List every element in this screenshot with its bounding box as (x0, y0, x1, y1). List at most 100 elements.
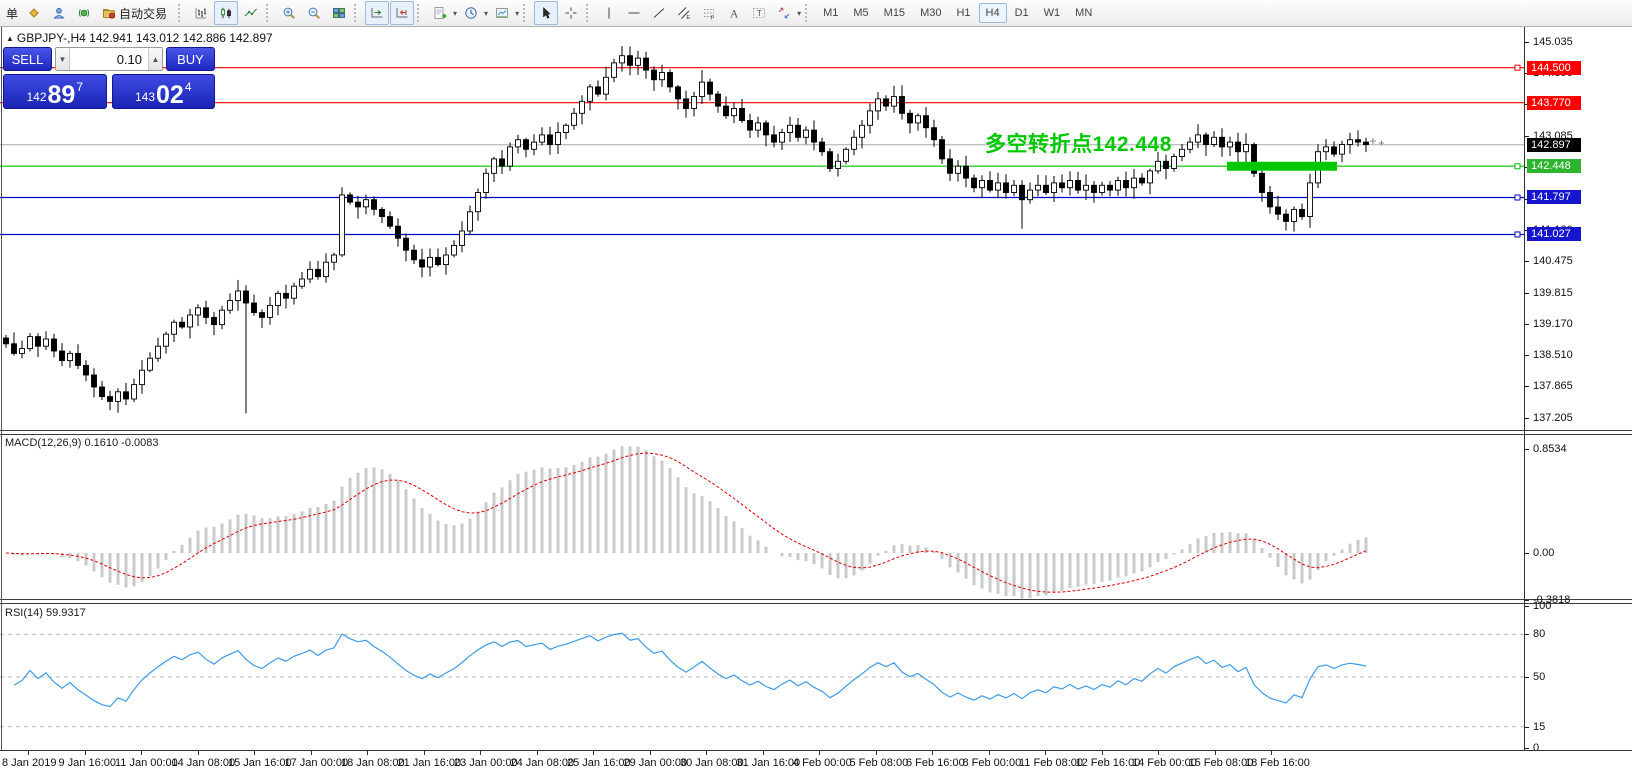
candle-body (611, 62, 617, 78)
price-axis[interactable]: 145.035144.390143.745143.085142.425141.7… (1524, 27, 1632, 773)
candle-body (1203, 134, 1209, 145)
support-highlight-bar[interactable] (1227, 161, 1337, 171)
time-axis[interactable]: 8 Jan 2019 9 Jan 16:00 11 Jan 00:00 14 Jan … (0, 750, 1632, 773)
toolbar-handle[interactable] (805, 4, 811, 22)
candlestick-chart-icon[interactable] (214, 1, 239, 25)
axis-tick (1524, 167, 1529, 169)
candle-body (83, 364, 89, 376)
order-book-icon[interactable] (22, 1, 46, 25)
line-chart-icon[interactable] (239, 1, 263, 25)
timeframe-button-h1[interactable]: H1 (956, 7, 971, 19)
zoom-out-icon[interactable] (302, 1, 326, 25)
toolbar-handle[interactable] (417, 4, 423, 22)
candle-body (315, 268, 321, 278)
sell-price-display[interactable]: 142 89 7 (3, 74, 107, 109)
time-tick (84, 751, 86, 755)
axis-tick (1524, 230, 1529, 231)
zoom-in-icon[interactable] (277, 1, 301, 25)
toolbar-handle[interactable] (354, 4, 360, 22)
level-endpoint-marker[interactable] (1514, 231, 1521, 238)
bar-chart-icon[interactable] (189, 1, 213, 25)
trend-line-tool-icon[interactable] (647, 1, 671, 25)
equidistant-channel-icon[interactable]: E (672, 1, 696, 25)
indicators-icon[interactable] (428, 1, 452, 25)
time-tick (28, 751, 29, 755)
volume-input[interactable]: 0.10 (116, 51, 142, 67)
crosshair-icon[interactable] (559, 1, 583, 25)
text-label-tool-icon[interactable]: T (747, 1, 771, 25)
cursor-icon[interactable] (534, 1, 559, 25)
candle-body (67, 352, 73, 362)
dropdown-arrow-icon[interactable]: ▾ (515, 8, 520, 18)
timeframe-button-m5[interactable]: M5 (853, 7, 869, 19)
candle-body (675, 86, 681, 100)
tile-windows-icon[interactable] (327, 1, 351, 25)
candle-body (1179, 148, 1185, 157)
timeframe-button-w1[interactable]: W1 (1043, 7, 1061, 19)
candle-body (123, 391, 129, 400)
level-endpoint-marker[interactable] (1514, 163, 1521, 170)
level-endpoint-marker[interactable] (1514, 194, 1521, 201)
candle-body (547, 134, 553, 145)
dropdown-arrow-icon[interactable]: ▾ (797, 8, 802, 18)
candlestick-chart[interactable] (0, 27, 1524, 430)
volume-increase-button[interactable]: ▲ (148, 48, 162, 70)
timeframe-button-m30[interactable]: M30 (920, 7, 942, 19)
horizontal-line-tool-icon[interactable] (622, 1, 646, 25)
periods-icon[interactable] (459, 1, 483, 25)
dropdown-arrow-icon[interactable]: ▾ (484, 8, 489, 18)
collapse-panel-icon[interactable]: ▲ (6, 34, 14, 43)
buy-button[interactable]: BUY (166, 47, 215, 71)
toolbar-handle[interactable] (266, 4, 272, 22)
candle-body (11, 343, 17, 354)
time-tick (1214, 751, 1216, 755)
candle-body (987, 180, 993, 191)
pane-separator[interactable] (0, 599, 1632, 604)
chart-shift-icon[interactable] (390, 1, 415, 25)
toolbar-handle[interactable] (523, 4, 529, 22)
time-label: 18 Feb 16:00 (1245, 757, 1310, 769)
candle-body (147, 357, 153, 371)
volume-decrease-button[interactable]: ▼ (56, 48, 70, 70)
timeframe-button-mn[interactable]: MN (1075, 7, 1093, 19)
time-label: 25 Jan 16:00 (567, 757, 631, 769)
timeframe-button-m1[interactable]: M1 (823, 7, 839, 19)
time-label: 11 Jan 00:00 (115, 757, 178, 769)
rsi-indicator-chart[interactable] (0, 603, 1524, 750)
sell-price-prefix: 142 (26, 90, 47, 104)
candle-body (195, 307, 201, 316)
text-tool-icon[interactable]: A (722, 1, 746, 25)
fibonacci-tool-icon[interactable]: F (697, 1, 721, 25)
level-endpoint-marker[interactable] (1514, 64, 1521, 71)
timeframe-button-h4[interactable]: H4 (978, 3, 1007, 23)
time-tick (762, 751, 764, 755)
templates-icon[interactable] (490, 1, 514, 25)
candle-body (323, 261, 329, 278)
macd-indicator-chart[interactable] (0, 434, 1524, 599)
auto-trading-button[interactable]: 自动交易 (97, 1, 175, 25)
vertical-line-tool-icon[interactable] (597, 1, 621, 25)
profiles-icon[interactable] (47, 1, 71, 25)
timeframe-button-d1[interactable]: D1 (1014, 7, 1029, 19)
candle-body (979, 180, 985, 189)
timeframe-button-m15[interactable]: M15 (883, 7, 906, 19)
new-order-label[interactable]: 单 (6, 6, 19, 21)
axis-tick (1524, 418, 1529, 419)
auto-scroll-icon[interactable] (365, 1, 390, 25)
buy-price-display[interactable]: 143 02 4 (111, 74, 215, 109)
candle-body (1059, 182, 1065, 189)
signals-icon[interactable] (72, 1, 96, 25)
toolbar-handle[interactable] (178, 4, 184, 22)
toolbar-handle[interactable] (586, 4, 592, 22)
candle-body (1299, 208, 1305, 218)
candle-body (475, 192, 481, 213)
sell-button[interactable]: SELL (3, 47, 52, 71)
dropdown-arrow-icon[interactable]: ▾ (453, 8, 458, 18)
pane-separator[interactable] (0, 430, 1632, 435)
time-label: 8 Jan 2019 (2, 757, 57, 769)
candle-body (1067, 180, 1073, 189)
time-label: 29 Jan 00:00 (623, 757, 688, 769)
candle-body (115, 391, 121, 402)
arrows-tool-icon[interactable] (772, 1, 796, 25)
axis-tick-label: 0.00 (1533, 547, 1555, 559)
